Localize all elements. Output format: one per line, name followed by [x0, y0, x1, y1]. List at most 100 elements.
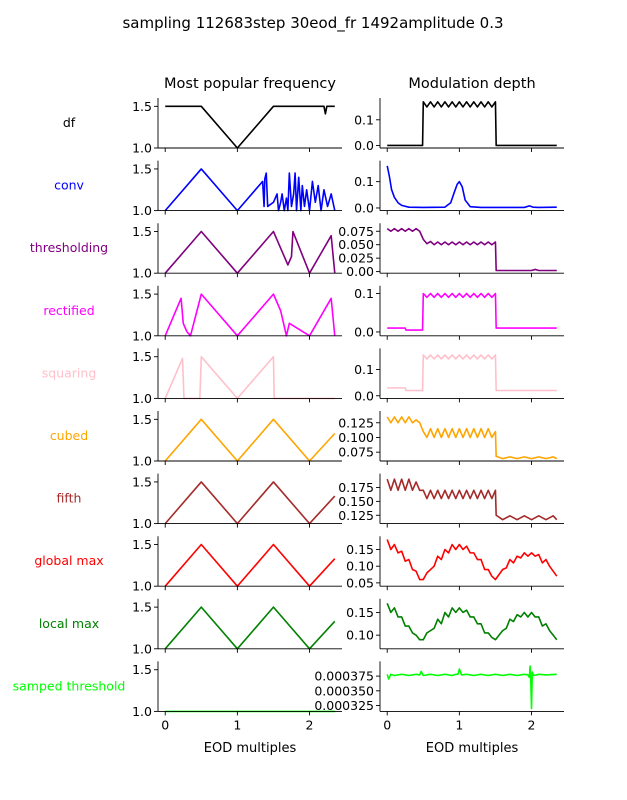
right-series-line — [387, 354, 557, 392]
right-series-line — [386, 665, 557, 710]
y-tick-label: 1.5 — [132, 161, 152, 176]
right-x-axis-label: EOD multiples — [426, 741, 519, 756]
y-tick-label: 1.0 — [132, 454, 152, 469]
right-series-line — [386, 416, 558, 460]
x-tick-label: 1 — [233, 717, 241, 732]
y-tick-label: 1.0 — [132, 391, 152, 406]
y-tick-label: 0.000375 — [314, 669, 374, 684]
row-label-local-max: local max — [39, 616, 99, 631]
x-tick-label: 0 — [161, 717, 169, 732]
left-series-line — [164, 293, 336, 337]
right-column-title: Modulation depth — [408, 76, 535, 92]
y-tick-label: 0.0 — [354, 200, 374, 215]
y-tick-label: 1.0 — [132, 266, 152, 281]
y-tick-label: 0.1 — [354, 362, 374, 377]
left-series-line — [164, 168, 336, 212]
right-panel-local-max: 0.10 0.15 — [346, 598, 564, 653]
row-conv: conv 1.0 1.5 0.0 0.1 — [54, 160, 564, 218]
y-tick-label: 0.10 — [346, 628, 374, 643]
left-panel-cubed: 1.0 1.5 — [132, 411, 342, 469]
y-tick-label: 0.15 — [346, 542, 374, 557]
left-panel-local-max: 1.0 1.5 — [132, 598, 342, 656]
right-series-line — [386, 539, 558, 581]
left-panel-thresholding: 1.0 1.5 — [132, 223, 342, 281]
y-tick-label: 0.050 — [338, 237, 374, 252]
left-column-title: Most popular frequency — [164, 76, 336, 92]
y-tick-label: 1.0 — [132, 579, 152, 594]
row-label-conv: conv — [54, 178, 84, 193]
x-tick-label: 1 — [455, 717, 463, 732]
left-series-line — [164, 481, 336, 525]
y-tick-label: 1.5 — [132, 662, 152, 677]
y-tick-label: 0.1 — [354, 112, 374, 127]
x-tick-label: 2 — [528, 717, 536, 732]
right-series-line — [386, 165, 557, 209]
y-tick-label: 0.075 — [338, 445, 374, 460]
row-global-max: global max 1.0 1.5 0.050.10 0.15 — [34, 536, 564, 594]
left-panel-samped-threshold: 1.0 1.5 0 1 2 — [132, 661, 342, 732]
y-tick-label: 1.0 — [132, 328, 152, 343]
row-rectified: rectified 1.0 1.5 0.0 0.1 — [43, 285, 564, 343]
y-tick-label: 0.125 — [338, 508, 374, 523]
y-tick-label: 0.075 — [338, 224, 374, 239]
y-tick-label: 1.5 — [132, 349, 152, 364]
left-panel-conv: 1.0 1.5 — [132, 160, 342, 218]
x-tick-label: 2 — [306, 717, 314, 732]
y-tick-label: 0.00 — [346, 264, 374, 279]
row-label-fifth: fifth — [57, 491, 82, 506]
y-tick-label: 0.0 — [354, 138, 374, 153]
left-panel-df: 1.0 1.5 — [132, 98, 342, 156]
row-label-df: df — [63, 115, 76, 130]
y-tick-label: 1.0 — [132, 641, 152, 656]
y-tick-label: 1.5 — [132, 99, 152, 114]
figure-title: sampling 112683step 30eod_fr 1492amplitu… — [122, 14, 503, 33]
row-local-max: local max 1.0 1.5 0.10 0.15 — [39, 598, 564, 656]
y-tick-label: 1.5 — [132, 224, 152, 239]
right-series-line — [386, 603, 558, 641]
y-tick-label: 0.100 — [338, 430, 374, 445]
left-series-line — [164, 418, 336, 462]
y-tick-label: 0.0 — [354, 388, 374, 403]
row-label-samped-threshold: samped threshold — [13, 678, 126, 693]
left-panel-rectified: 1.0 1.5 — [132, 285, 342, 343]
y-tick-label: 1.5 — [132, 600, 152, 615]
row-df: df 1.0 1.5 0.0 0.1 — [63, 98, 564, 156]
left-series-line — [164, 543, 336, 587]
y-tick-label: 1.5 — [132, 474, 152, 489]
y-tick-label: 1.0 — [132, 141, 152, 156]
right-series-line — [386, 227, 557, 272]
left-panel-fifth: 1.0 1.5 — [132, 473, 342, 531]
left-series-line — [164, 230, 336, 274]
row-label-squaring: squaring — [42, 365, 97, 380]
row-label-thresholding: thresholding — [30, 240, 108, 255]
y-tick-label: 0.10 — [346, 559, 374, 574]
y-tick-label: 1.5 — [132, 537, 152, 552]
left-x-axis-label: EOD multiples — [204, 741, 297, 756]
y-tick-label: 0.1 — [354, 286, 374, 301]
row-label-rectified: rectified — [43, 303, 94, 318]
y-tick-label: 0.1 — [354, 174, 374, 189]
y-tick-label: 0.000350 — [314, 683, 374, 698]
right-panel-conv: 0.0 0.1 — [354, 160, 564, 215]
y-tick-label: 0.125 — [338, 415, 374, 430]
y-tick-label: 1.0 — [132, 704, 152, 719]
row-label-global-max: global max — [34, 553, 103, 568]
left-series-line — [165, 105, 335, 149]
left-series-line — [164, 355, 335, 400]
left-series-line — [164, 606, 336, 650]
y-tick-label: 0.175 — [338, 480, 374, 495]
right-panel-squaring: 0.0 0.1 — [354, 348, 564, 403]
subplot-grid: df 1.0 1.5 0.0 0.1 conv 1.0 1.5 0.0 0.1 thresholdi… — [13, 98, 564, 732]
right-series-line — [387, 101, 557, 147]
y-tick-label: 0.000325 — [314, 698, 374, 713]
y-tick-label: 0.150 — [338, 494, 374, 509]
row-label-cubed: cubed — [50, 428, 88, 443]
